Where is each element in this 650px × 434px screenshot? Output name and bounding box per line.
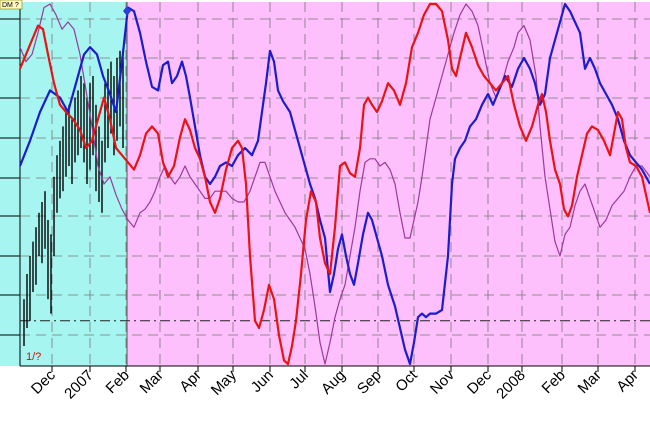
series-line-0 <box>19 3 650 365</box>
background-regions <box>0 2 650 366</box>
region-1 <box>127 2 650 366</box>
x-tick-label: Oct <box>392 366 421 395</box>
x-tick-label: Apr <box>613 367 642 396</box>
x-tick-label: Sep <box>354 367 385 398</box>
x-tick-label: Feb <box>103 367 133 397</box>
series-line-2 <box>18 2 650 366</box>
x-axis: Dec 2007 Feb Mar Apr May Jun Jul Aug Sep Oct Nov Dec… <box>20 365 650 403</box>
x-tick-label: Mar <box>575 367 605 397</box>
x-tick-label: 2007 <box>61 367 97 403</box>
x-tick-label: Nov <box>427 366 458 397</box>
badge-label: DM ? <box>2 2 19 9</box>
x-tick-label: Aug <box>318 367 349 398</box>
corner-mark: 1/? <box>26 351 41 363</box>
x-tick-label: Apr <box>176 367 205 396</box>
series-lines <box>18 2 650 366</box>
top-left-badge: DM ? <box>0 0 23 10</box>
x-tick-label: Dec <box>28 366 59 397</box>
x-tick-label: 2008 <box>493 367 529 403</box>
price-bars <box>23 50 124 346</box>
x-tick-label: Jul <box>286 367 312 393</box>
grid <box>0 2 650 366</box>
series-line-1 <box>18 2 650 366</box>
x-tick-label: Jun <box>248 367 277 396</box>
x-tick-label: Dec <box>464 366 495 397</box>
x-tick-label: Feb <box>539 367 569 397</box>
x-tick-label: Mar <box>137 367 167 397</box>
x-tick-label: May <box>208 366 240 398</box>
marker-diamond <box>123 6 131 16</box>
